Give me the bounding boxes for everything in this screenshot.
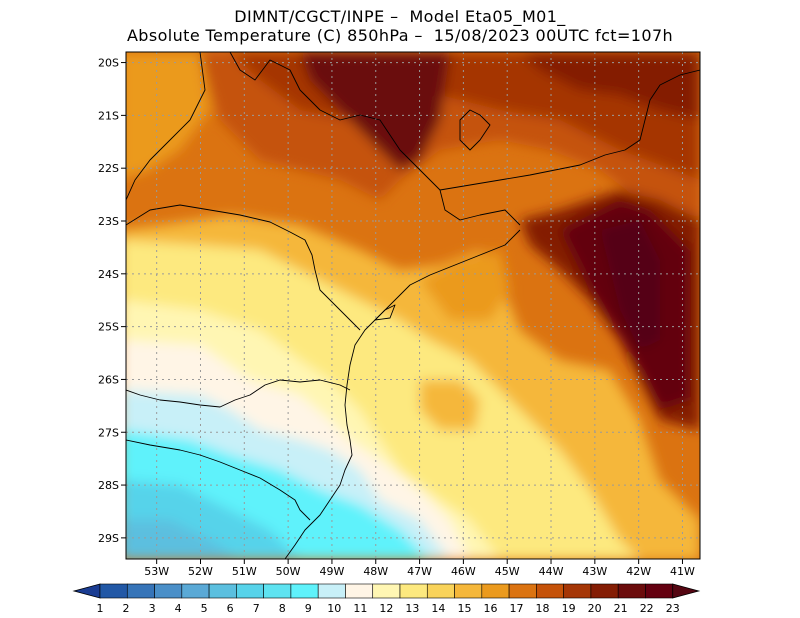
lat-lon-grid	[126, 52, 700, 559]
colorbar-swatch	[563, 583, 592, 599]
colorbar-swatch	[263, 583, 292, 599]
lon-label: 41W	[670, 565, 695, 578]
colorbar-swatch	[645, 583, 674, 599]
colorbar-label: 2	[123, 602, 130, 615]
lon-label: 47W	[407, 565, 432, 578]
colorbar-label: 23	[666, 602, 680, 615]
colorbar-swatch	[617, 583, 646, 599]
lat-label: 21S	[98, 109, 119, 122]
colorbar-label: 16	[483, 602, 497, 615]
colorbar-label: 22	[640, 602, 654, 615]
colorbar-label: 11	[353, 602, 367, 615]
colorbar-swatch	[99, 583, 128, 599]
colorbar-swatch	[426, 583, 455, 599]
map-title-line-1: DIMNT/CGCT/INPE – Model Eta05_M01_	[234, 7, 566, 26]
lat-label: 28S	[98, 479, 119, 492]
colorbar-label: 20	[588, 602, 602, 615]
lon-label: 49W	[320, 565, 345, 578]
lon-label: 50W	[276, 565, 301, 578]
colorbar-swatch	[181, 583, 210, 599]
colorbar-label: 14	[431, 602, 445, 615]
colorbar-label: 9	[305, 602, 312, 615]
lon-label: 53W	[144, 565, 169, 578]
colorbar-label: 15	[457, 602, 471, 615]
lon-label: 45W	[495, 565, 520, 578]
map-title-line-2: Absolute Temperature (C) 850hPa – 15/08/…	[126, 26, 674, 45]
colorbar-label: 10	[327, 602, 341, 615]
colorbar-label: 12	[379, 602, 393, 615]
lon-label: 51W	[232, 565, 257, 578]
lon-label: 52W	[188, 565, 213, 578]
lat-label: 24S	[98, 268, 119, 281]
lon-label: 46W	[451, 565, 476, 578]
colorbar-swatch	[399, 583, 428, 599]
colorbar-swatch	[345, 583, 374, 599]
colorbar-swatch	[290, 583, 319, 599]
colorbar-label: 19	[562, 602, 576, 615]
lat-label: 27S	[98, 426, 119, 439]
colorbar-swatch	[508, 583, 537, 599]
colorbar: 1 2 3 4 5 6 7 8 9 10 11 12 13 14 15 16 17 18 19 20 21 22 23	[72, 583, 701, 615]
colorbar-label: 17	[510, 602, 524, 615]
colorbar-label: 21	[614, 602, 628, 615]
longitude-tick-labels: 53W 52W 51W 50W 49W 48W 47W 46W 45W 44W 43W 42W 41W	[144, 559, 695, 578]
lat-label: 25S	[98, 321, 119, 334]
map-frame	[125, 51, 701, 560]
colorbar-left-arrow	[72, 583, 101, 599]
temperature-field	[126, 52, 700, 559]
colorbar-swatch	[372, 583, 401, 599]
colorbar-right-arrow	[672, 583, 701, 599]
colorbar-swatch	[590, 583, 619, 599]
latitude-tick-labels: 20S 21S 22S 23S 24S 25S 26S 27S 28S 29S	[98, 57, 126, 545]
colorbar-swatch	[454, 583, 483, 599]
coastline-and-borders	[126, 52, 700, 559]
colorbar-label: 8	[279, 602, 286, 615]
lon-label: 42W	[626, 565, 651, 578]
colorbar-swatch	[481, 583, 510, 599]
colorbar-swatch	[208, 583, 237, 599]
colorbar-label: 18	[536, 602, 550, 615]
colorbar-label: 3	[149, 602, 156, 615]
lon-label: 48W	[363, 565, 388, 578]
lat-label: 20S	[98, 57, 119, 70]
colorbar-swatch	[236, 583, 264, 599]
colorbar-label: 4	[175, 602, 182, 615]
colorbar-swatch	[317, 583, 346, 599]
colorbar-swatch	[154, 583, 183, 599]
lat-label: 26S	[98, 373, 119, 386]
lat-label: 23S	[98, 215, 119, 228]
colorbar-label: 7	[253, 602, 260, 615]
lat-label: 29S	[98, 532, 119, 545]
colorbar-label: 5	[201, 602, 208, 615]
colorbar-label: 1	[97, 602, 104, 615]
lat-label: 22S	[98, 162, 119, 175]
lon-label: 44W	[539, 565, 564, 578]
colorbar-swatch	[126, 583, 155, 599]
colorbar-label: 13	[405, 602, 419, 615]
colorbar-swatch	[536, 583, 564, 599]
lon-label: 43W	[582, 565, 607, 578]
colorbar-label: 6	[227, 602, 234, 615]
